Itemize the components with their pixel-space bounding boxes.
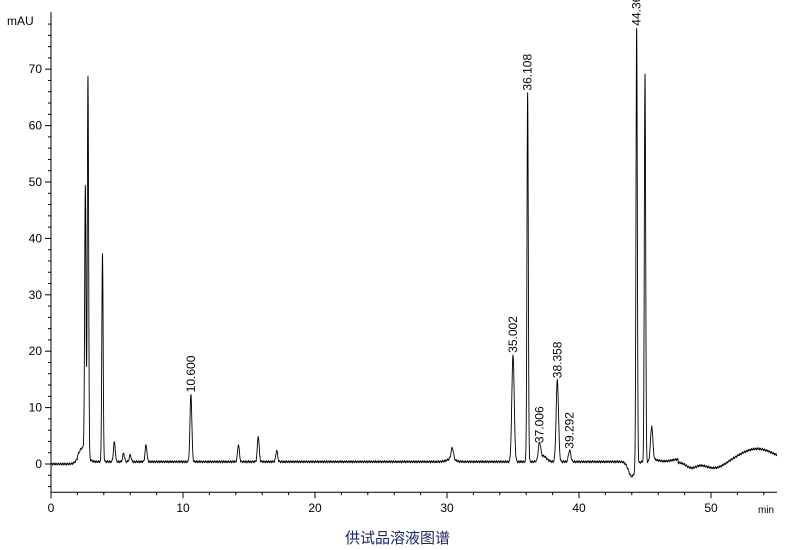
peak-label: 10.600 <box>184 355 198 392</box>
x-tick-label: 40 <box>572 501 586 515</box>
y-tick-label: 20 <box>29 344 43 358</box>
x-tick-label: 0 <box>48 501 55 515</box>
y-tick-label: 10 <box>29 401 43 415</box>
y-axis-unit: mAU <box>7 14 34 28</box>
chromatogram-trace <box>50 28 778 478</box>
x-tick-label: 10 <box>176 501 190 515</box>
y-tick-label: 40 <box>29 231 43 245</box>
peak-label: 35.002 <box>506 316 520 353</box>
peak-label: 38.358 <box>550 341 564 378</box>
peak-label: 44.367 <box>630 0 644 26</box>
chart-caption: 供试品溶液图谱 <box>344 529 450 547</box>
x-tick-label: 50 <box>704 501 718 515</box>
x-axis-unit: min <box>758 505 774 516</box>
y-tick-label: 30 <box>29 288 43 302</box>
y-tick-label: 70 <box>29 62 43 76</box>
peak-label: 36.108 <box>521 54 535 91</box>
peak-label: 37.006 <box>532 406 546 443</box>
x-tick-label: 20 <box>308 501 322 515</box>
axes: 0 10 20 30 40 50 60 70 0 10 20 30 40 50 <box>29 12 777 515</box>
y-tick-label: 50 <box>29 175 43 189</box>
peak-labels: 10.600 35.002 36.108 37.006 38.358 39.292 44.3… <box>184 0 644 449</box>
y-tick-label: 60 <box>29 119 43 133</box>
x-tick-label: 30 <box>440 501 454 515</box>
y-tick-label: 0 <box>35 457 42 471</box>
peak-label: 39.292 <box>563 412 577 449</box>
